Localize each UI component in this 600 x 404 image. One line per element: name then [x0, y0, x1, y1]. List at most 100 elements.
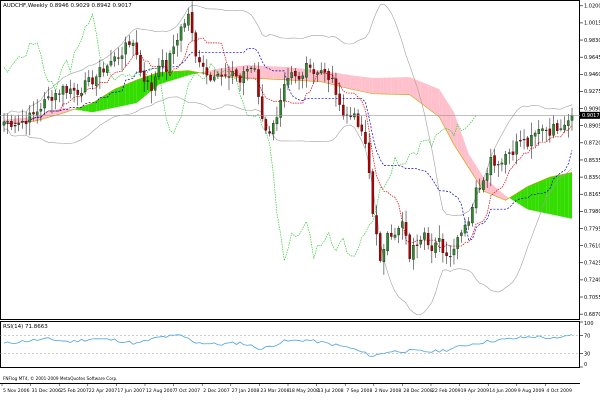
cloud-segment	[409, 77, 414, 98]
candle-body	[349, 115, 352, 117]
cloud-segment	[431, 86, 436, 115]
candle	[412, 237, 415, 270]
price-tick-label: 0.9645	[584, 55, 600, 61]
time-tick-label: 28 Dec 2008	[403, 388, 432, 394]
candle-body	[242, 71, 245, 84]
candle-body	[423, 232, 426, 240]
candle	[419, 235, 423, 248]
cloud-segment	[535, 181, 539, 212]
candle	[10, 114, 13, 130]
candle-body	[128, 41, 131, 45]
candle	[72, 82, 76, 103]
candle-body	[35, 111, 39, 116]
cloud-segment	[247, 65, 252, 79]
candle-body	[190, 12, 194, 33]
candle	[426, 227, 430, 250]
time-tick-label: 2 Dec 2007	[203, 388, 230, 394]
candle	[356, 109, 360, 129]
candle	[61, 84, 65, 107]
candle	[390, 224, 393, 240]
candle-body	[342, 104, 345, 117]
price-tick-label: 0.7610	[584, 243, 600, 249]
candle	[17, 114, 21, 132]
candle	[65, 83, 68, 99]
candle-body	[297, 76, 301, 80]
candle	[212, 69, 216, 83]
candle-body	[283, 84, 286, 101]
time-tick-label: 23 Mar 2008	[260, 388, 289, 394]
cloud-segment	[542, 178, 547, 214]
candle-body	[87, 77, 91, 82]
candle-body	[426, 233, 430, 246]
price-tick-label: 0.9275	[584, 89, 600, 95]
candle	[257, 62, 260, 105]
candle	[378, 231, 382, 263]
time-tick-label: 18 May 2008	[289, 388, 319, 394]
candle	[142, 62, 146, 93]
bollinger-lower	[3, 96, 573, 316]
candle	[441, 233, 445, 263]
cloud-segment	[221, 67, 226, 77]
price-tick-label: 0.9090	[584, 106, 600, 112]
candle	[508, 148, 511, 165]
candle	[367, 133, 371, 180]
candle-body	[249, 67, 253, 69]
candle	[375, 205, 378, 246]
candle	[157, 57, 161, 80]
candle	[397, 225, 400, 244]
candle-body	[260, 96, 264, 119]
candle	[434, 237, 437, 258]
cloud-segment	[92, 100, 97, 113]
cloud-segment	[347, 74, 351, 90]
candle	[131, 39, 135, 56]
candle	[139, 49, 142, 77]
candle	[190, 1, 194, 42]
candle	[415, 234, 419, 259]
candle	[544, 126, 548, 142]
cloud-segment	[487, 180, 491, 195]
cloud-segment	[369, 77, 373, 94]
cloud-segment	[365, 77, 370, 93]
candle	[227, 65, 231, 91]
candle-body	[109, 61, 113, 66]
cloud-segment	[63, 107, 67, 114]
candle-body	[47, 96, 50, 99]
rsi-tick-label: 0	[584, 362, 587, 368]
cloud-segment	[391, 77, 395, 95]
candle	[283, 74, 286, 108]
candle-body	[264, 119, 268, 131]
candle	[393, 227, 397, 241]
candle-body	[275, 117, 279, 125]
candle-body	[187, 13, 190, 26]
candle-body	[32, 112, 35, 115]
candle	[242, 66, 245, 96]
candle-body	[117, 57, 120, 59]
cloud-segment	[107, 91, 111, 110]
cloud-segment	[48, 111, 52, 118]
price-tick-label: 0.7980	[584, 209, 600, 215]
candle-body	[533, 132, 537, 137]
current-price-label: 0.9017	[582, 113, 600, 119]
candle-body	[441, 239, 445, 253]
candle-body	[153, 76, 157, 91]
time-tick-label: 17 Jun 2007	[117, 388, 145, 394]
candle	[530, 122, 533, 159]
candle-body	[227, 76, 231, 78]
ichimoku-lines	[3, 12, 573, 261]
candle-body	[452, 248, 456, 256]
candle-body	[386, 233, 389, 252]
candle-body	[493, 155, 496, 166]
candle	[511, 140, 515, 161]
candle-body	[176, 40, 179, 46]
candle-body	[515, 141, 518, 155]
candle	[224, 63, 227, 79]
candle-body	[205, 67, 209, 76]
candle-body	[102, 68, 105, 73]
cloud-segment	[450, 106, 454, 145]
candle-body	[168, 53, 172, 73]
candle	[452, 238, 456, 265]
candle	[2, 113, 6, 133]
time-tick-label: 19 Apr 2009	[461, 388, 489, 394]
cloud-segment	[22, 117, 27, 123]
cloud-segment	[380, 77, 384, 95]
